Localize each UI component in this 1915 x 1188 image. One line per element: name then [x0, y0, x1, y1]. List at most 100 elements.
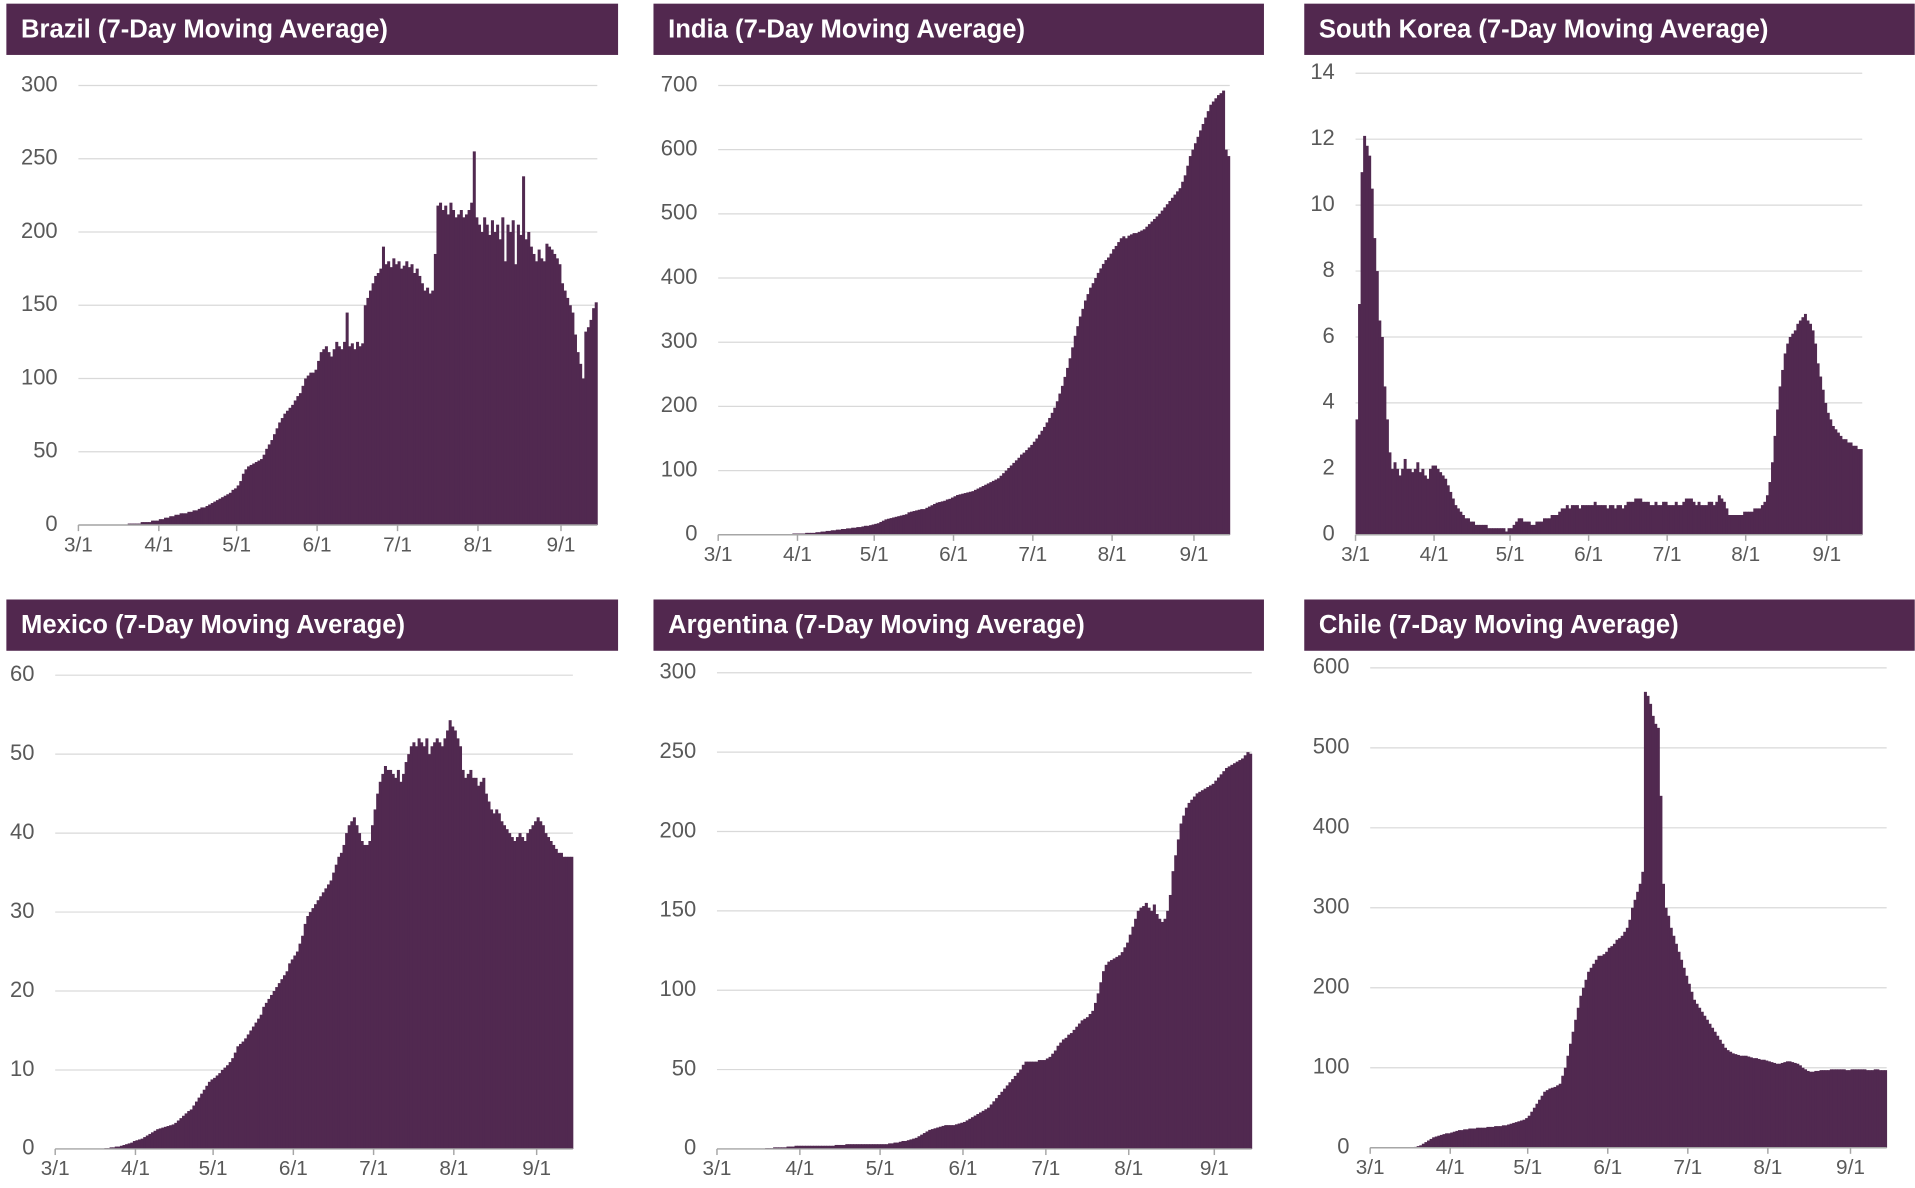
bar — [1566, 1055, 1570, 1148]
bar — [399, 781, 403, 1149]
bar — [1155, 914, 1159, 1149]
bar — [521, 837, 525, 1149]
bar — [511, 220, 515, 526]
bar — [573, 334, 577, 526]
bar — [407, 267, 411, 526]
bar — [1078, 316, 1082, 535]
bar — [345, 833, 349, 1149]
bar — [1677, 951, 1681, 1148]
bar — [1826, 412, 1830, 535]
bar — [920, 509, 924, 535]
x-tick-label: 3/1 — [1341, 543, 1370, 566]
bar — [1509, 1123, 1513, 1148]
bar — [208, 504, 212, 526]
y-tick-label: 100 — [21, 364, 58, 389]
bar — [1411, 472, 1415, 535]
bar — [1505, 531, 1508, 535]
bar — [1776, 409, 1780, 535]
bar — [145, 522, 149, 526]
y-tick-label: 250 — [21, 145, 58, 170]
bar — [794, 1145, 798, 1149]
bar — [1636, 891, 1640, 1148]
bar — [963, 493, 967, 535]
bar — [374, 275, 378, 526]
bar — [412, 742, 416, 1149]
bar — [1775, 1063, 1779, 1148]
bar — [169, 516, 173, 526]
bar — [1859, 449, 1863, 535]
bar — [1507, 528, 1511, 535]
bar — [954, 1124, 959, 1149]
bar — [1473, 1128, 1477, 1148]
bar — [1558, 1083, 1562, 1148]
bar — [1191, 149, 1195, 535]
bar — [999, 475, 1003, 535]
bar — [1122, 236, 1126, 535]
bar — [189, 1109, 193, 1149]
bar — [1669, 927, 1673, 1148]
bar — [1793, 1062, 1797, 1148]
bar — [298, 393, 302, 526]
bar — [1588, 505, 1592, 535]
bar — [487, 801, 491, 1149]
bar — [1378, 320, 1382, 535]
bar — [1426, 478, 1430, 535]
bar — [571, 312, 575, 526]
chart-title: Chile (7-Day Moving Average) — [1319, 611, 1679, 639]
bar — [459, 210, 463, 526]
bar — [888, 1143, 892, 1149]
bar — [831, 1145, 836, 1149]
bar — [540, 258, 544, 526]
bar — [1403, 458, 1407, 535]
bar — [267, 444, 271, 526]
bar — [545, 243, 549, 526]
bar — [430, 746, 434, 1149]
bar — [1163, 207, 1167, 535]
bar — [109, 1147, 113, 1149]
bar — [389, 267, 393, 526]
x-tick-label: 4/1 — [121, 1157, 150, 1180]
bar — [938, 502, 942, 535]
bar — [565, 856, 569, 1149]
bar — [158, 519, 162, 526]
bar — [1763, 501, 1767, 535]
bar — [1757, 1058, 1761, 1148]
bar — [394, 777, 398, 1149]
bar — [174, 1122, 178, 1149]
bar — [1525, 1118, 1529, 1148]
bar — [1406, 468, 1410, 535]
bar — [1586, 505, 1590, 535]
bar — [1216, 777, 1221, 1149]
bar — [1053, 1050, 1057, 1149]
bar — [1700, 1011, 1704, 1148]
bar — [1179, 823, 1183, 1149]
bar — [945, 499, 949, 535]
bar — [1011, 1079, 1015, 1149]
bar — [958, 494, 962, 535]
x-tick-label: 7/1 — [383, 533, 412, 556]
bar — [944, 1125, 948, 1149]
bar — [1677, 505, 1681, 535]
x-tick-label: 7/1 — [359, 1157, 388, 1180]
bar — [1839, 435, 1843, 535]
bar — [1596, 505, 1600, 535]
bar — [1527, 1115, 1531, 1148]
bar — [226, 494, 230, 526]
bar — [1801, 317, 1805, 535]
bar — [1656, 727, 1660, 1148]
bar — [956, 494, 960, 535]
bar — [1360, 172, 1364, 535]
bar — [1003, 1088, 1007, 1149]
bar — [1649, 703, 1653, 1148]
bar — [1548, 518, 1552, 535]
bar — [396, 769, 400, 1149]
bar — [1575, 505, 1579, 535]
bar — [1214, 780, 1218, 1149]
bar — [1591, 505, 1595, 535]
bar — [415, 268, 419, 526]
bar — [114, 1146, 118, 1149]
bar — [821, 1145, 825, 1149]
bar — [820, 531, 824, 535]
bar — [864, 1144, 868, 1149]
bar — [1165, 204, 1169, 535]
